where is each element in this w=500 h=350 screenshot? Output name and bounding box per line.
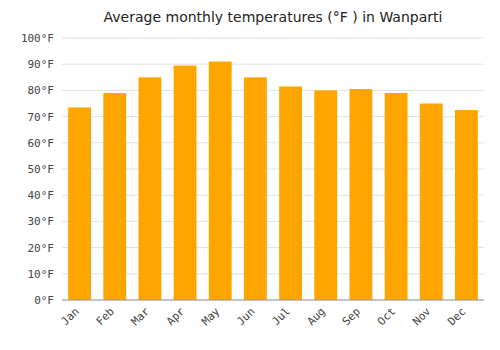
y-tick-label: 20°F xyxy=(28,242,55,255)
x-tick-label: Dec xyxy=(445,305,468,328)
grid-line xyxy=(62,300,484,301)
bar xyxy=(279,86,302,300)
bar xyxy=(349,89,372,300)
y-tick-label: 70°F xyxy=(28,111,55,124)
x-tick-label: Sep xyxy=(340,305,363,328)
y-tick-label: 90°F xyxy=(28,58,55,71)
x-tick-label: May xyxy=(199,305,223,329)
grid-line xyxy=(62,90,484,91)
x-axis-line xyxy=(62,300,484,301)
bar xyxy=(174,66,197,300)
y-tick-label: 10°F xyxy=(28,268,55,281)
y-tick-label: 50°F xyxy=(28,163,55,176)
grid-line xyxy=(62,38,484,39)
x-tick-label: Mar xyxy=(129,305,153,329)
y-tick-label: 30°F xyxy=(28,215,55,228)
bar xyxy=(138,77,161,300)
x-tick-label: Nov xyxy=(410,305,434,329)
bar xyxy=(68,107,91,300)
chart-container: Average monthly temperatures (°F ) in Wa… xyxy=(0,0,500,350)
bar xyxy=(420,104,443,301)
chart-title: Average monthly temperatures (°F ) in Wa… xyxy=(104,9,443,25)
y-tick-label: 40°F xyxy=(28,189,55,202)
x-tick-label: Feb xyxy=(94,305,117,328)
x-tick-label: Jun xyxy=(234,305,257,328)
bars xyxy=(68,62,478,300)
x-tick-label: Apr xyxy=(164,305,188,329)
x-tick-label: Aug xyxy=(305,305,328,328)
chart-svg: Average monthly temperatures (°F ) in Wa… xyxy=(0,0,500,350)
bar xyxy=(455,110,478,300)
x-tick-label: Jul xyxy=(269,305,292,328)
y-tick-label: 100°F xyxy=(21,32,54,45)
bar xyxy=(209,62,232,300)
grid-line xyxy=(62,64,484,65)
y-tick-label: 0°F xyxy=(34,294,54,307)
bar xyxy=(103,93,126,300)
y-tick-label: 80°F xyxy=(28,84,55,97)
x-tick-label: Oct xyxy=(375,305,398,328)
grid xyxy=(62,38,484,300)
bar xyxy=(385,93,408,300)
bar xyxy=(244,77,267,300)
y-tick-label: 60°F xyxy=(28,137,55,150)
bar xyxy=(314,90,337,300)
x-tick-label: Jan xyxy=(58,305,81,328)
